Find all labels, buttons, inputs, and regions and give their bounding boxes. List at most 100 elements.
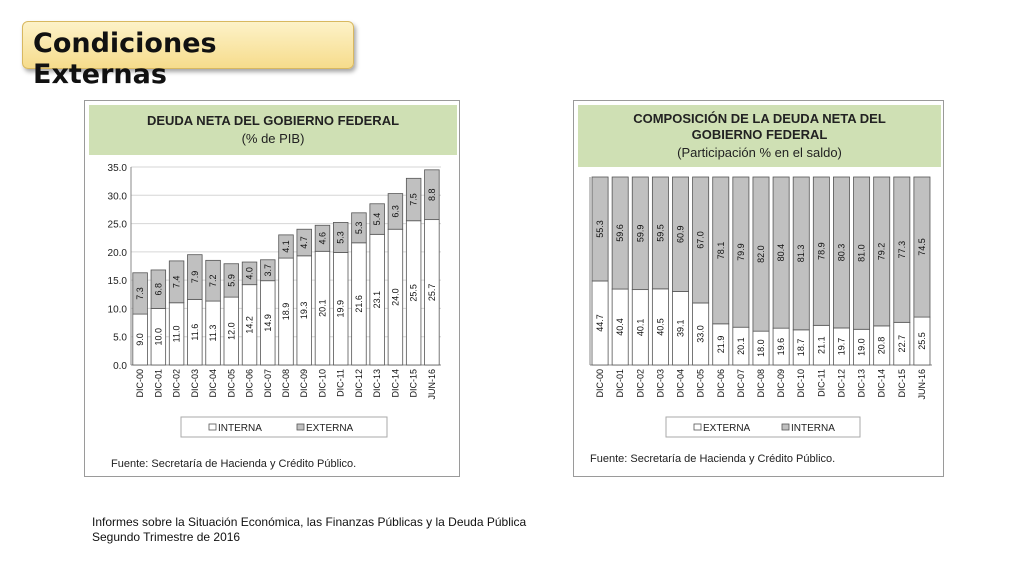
data-label: 77.3 xyxy=(897,241,907,259)
x-tick-label: DIC-11 xyxy=(336,369,346,397)
x-tick-label: DIC-01 xyxy=(615,369,625,398)
legend-label-externa: EXTERNA xyxy=(306,423,354,434)
bar-externa xyxy=(278,234,294,259)
x-tick-label: DIC-14 xyxy=(390,369,400,398)
x-tick-label: DIC-02 xyxy=(172,369,182,398)
x-tick-label: DIC-03 xyxy=(655,369,665,398)
slide-title: Condiciones Externas xyxy=(33,28,217,90)
y-tick-label: 0.0 xyxy=(113,361,127,372)
chart-header-band xyxy=(578,105,941,167)
bar-externa xyxy=(187,254,203,300)
data-label: 25.5 xyxy=(409,284,419,302)
bar-externa xyxy=(241,261,258,286)
y-tick-label: 35.0 xyxy=(108,163,128,174)
x-tick-label: DIC-01 xyxy=(153,369,163,398)
x-tick-label: DIC-09 xyxy=(299,369,309,398)
data-label: 25.7 xyxy=(427,284,437,302)
data-label: 7.5 xyxy=(409,193,419,206)
x-tick-label: DIC-05 xyxy=(696,369,706,398)
bar-interna xyxy=(591,176,609,282)
data-label: 5.3 xyxy=(336,231,346,244)
chart-subtitle: (Participación % en el saldo) xyxy=(677,145,842,160)
data-label: 21.1 xyxy=(816,336,826,354)
footer-line-1: Informes sobre la Situación Económica, l… xyxy=(92,515,527,529)
data-label: 21.9 xyxy=(716,336,726,354)
bar-interna xyxy=(833,176,850,329)
data-label: 11.6 xyxy=(190,324,200,341)
bar-externa xyxy=(387,193,404,230)
x-tick-label: DIC-04 xyxy=(208,369,218,398)
legend-swatch-interna xyxy=(208,423,217,431)
x-tick-label: DIC-13 xyxy=(857,369,867,398)
data-label: 19.0 xyxy=(857,338,867,356)
x-tick-label: DIC-07 xyxy=(736,369,746,398)
bar-externa xyxy=(150,269,167,309)
data-label: 19.9 xyxy=(336,300,346,318)
data-label: 5.9 xyxy=(226,274,236,287)
x-tick-label: DIC-00 xyxy=(595,369,605,398)
chart-title: GOBIERNO FEDERAL xyxy=(692,127,828,142)
bar-interna xyxy=(712,176,730,325)
y-tick-label: 25.0 xyxy=(108,220,128,231)
legend-swatch-externa xyxy=(296,423,305,431)
bar-interna xyxy=(853,176,871,330)
x-tick-label: DIC-05 xyxy=(226,369,236,398)
legend-box xyxy=(180,416,388,438)
data-label: 4.0 xyxy=(245,267,255,280)
bar-interna xyxy=(732,176,750,328)
data-label: 20.8 xyxy=(877,337,887,355)
bar-interna xyxy=(692,176,710,304)
data-label: 19.7 xyxy=(836,338,846,356)
data-label: 7.4 xyxy=(172,276,182,289)
x-tick-label: DIC-11 xyxy=(816,369,826,397)
data-label: 33.0 xyxy=(696,325,706,343)
data-label: 6.3 xyxy=(390,205,400,218)
x-tick-label: DIC-10 xyxy=(796,369,806,398)
data-label: 23.1 xyxy=(372,291,382,309)
bar-externa xyxy=(260,259,276,282)
data-label: 7.2 xyxy=(208,274,218,287)
y-tick-label: 20.0 xyxy=(108,248,128,259)
data-label: 18.9 xyxy=(281,303,291,321)
chart-panel-deuda-neta: DEUDA NETA DEL GOBIERNO FEDERAL (% de PIB… xyxy=(84,100,460,477)
x-tick-label: DIC-14 xyxy=(877,369,887,398)
data-label: 18.7 xyxy=(796,339,806,357)
data-label: 4.6 xyxy=(317,232,327,245)
data-label: 40.1 xyxy=(635,319,645,337)
data-label: 20.1 xyxy=(736,337,746,355)
x-tick-label: DIC-06 xyxy=(716,369,726,398)
bar-externa xyxy=(351,212,367,244)
chart-source: Fuente: Secretaría de Hacienda y Crédito… xyxy=(590,453,835,465)
data-label: 6.8 xyxy=(153,283,163,296)
data-label: 11.0 xyxy=(172,325,182,342)
data-label: 82.0 xyxy=(756,245,766,263)
bar-interna xyxy=(812,176,830,326)
legend-label-interna: INTERNA xyxy=(218,423,262,434)
footer: Informes sobre la Situación Económica, l… xyxy=(92,515,526,545)
data-label: 3.7 xyxy=(263,264,273,277)
bar-interna xyxy=(672,176,689,292)
data-label: 7.3 xyxy=(135,287,145,300)
data-label: 4.7 xyxy=(299,236,309,249)
bar-interna xyxy=(631,176,649,291)
data-label: 21.6 xyxy=(354,295,364,313)
data-label: 59.6 xyxy=(615,224,625,242)
data-label: 9.0 xyxy=(135,333,145,346)
data-label: 60.9 xyxy=(676,225,686,243)
data-label: 74.5 xyxy=(917,238,927,256)
data-label: 19.3 xyxy=(299,302,309,320)
bar-externa xyxy=(333,222,349,253)
data-label: 78.9 xyxy=(816,242,826,260)
data-label: 8.8 xyxy=(427,188,437,201)
chart-panel-composicion: COMPOSICIÓN DE LA DEUDA NETA DEL GOBIERNO… xyxy=(573,100,944,477)
x-tick-label: JUN-16 xyxy=(427,369,437,400)
x-tick-label: DIC-03 xyxy=(190,369,200,398)
x-tick-label: DIC-12 xyxy=(354,369,364,398)
data-label: 24.0 xyxy=(390,288,400,306)
bar-externa xyxy=(369,203,385,235)
x-tick-label: DIC-10 xyxy=(317,369,327,398)
bar-interna xyxy=(611,176,629,290)
chart-composicion-svg: COMPOSICIÓN DE LA DEUDA NETA DELGOBIERNO… xyxy=(578,105,941,465)
y-tick-label: 5.0 xyxy=(113,333,127,344)
bar-interna xyxy=(873,176,891,327)
